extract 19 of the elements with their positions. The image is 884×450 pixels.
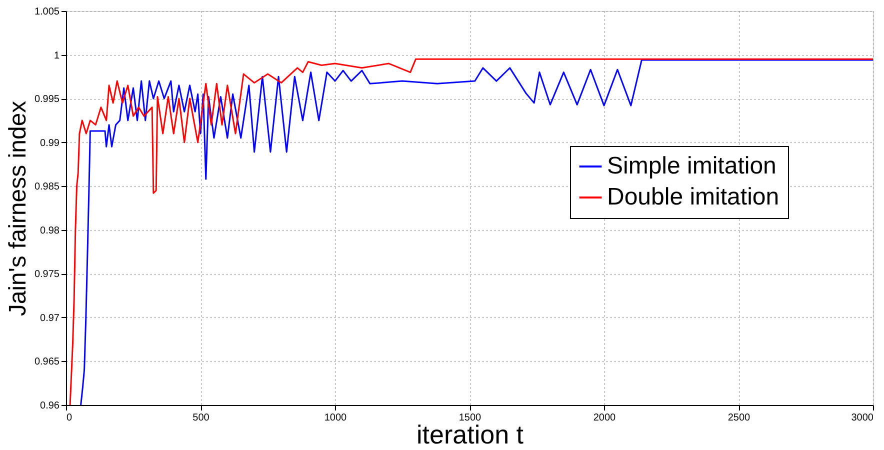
x-tick-label: 0: [66, 412, 72, 424]
y-axis-title: Jain's fairness index: [4, 100, 32, 316]
y-tick-label: 0.98: [40, 225, 60, 236]
x-tick-label: 2000: [593, 412, 616, 424]
y-tick-label: 1: [54, 50, 60, 62]
legend-label: Double imitation: [607, 184, 780, 210]
y-tick-label: 1.005: [34, 6, 60, 18]
y-tick-label: 0.985: [34, 182, 60, 193]
y-tick-label: 0.975: [34, 269, 60, 280]
y-tick-label: 0.96: [40, 400, 60, 412]
legend-label: Simple imitation: [607, 152, 776, 180]
y-tick-label: 0.995: [34, 94, 60, 106]
x-tick-label: 3000: [851, 412, 874, 424]
y-tick-label: 0.99: [40, 138, 60, 149]
x-tick-label: 1000: [324, 412, 348, 424]
x-tick-label: 500: [192, 412, 210, 424]
x-tick-label: 2500: [728, 412, 751, 424]
y-tick-label: 0.97: [40, 312, 60, 324]
y-tick-label: 0.965: [34, 356, 60, 368]
